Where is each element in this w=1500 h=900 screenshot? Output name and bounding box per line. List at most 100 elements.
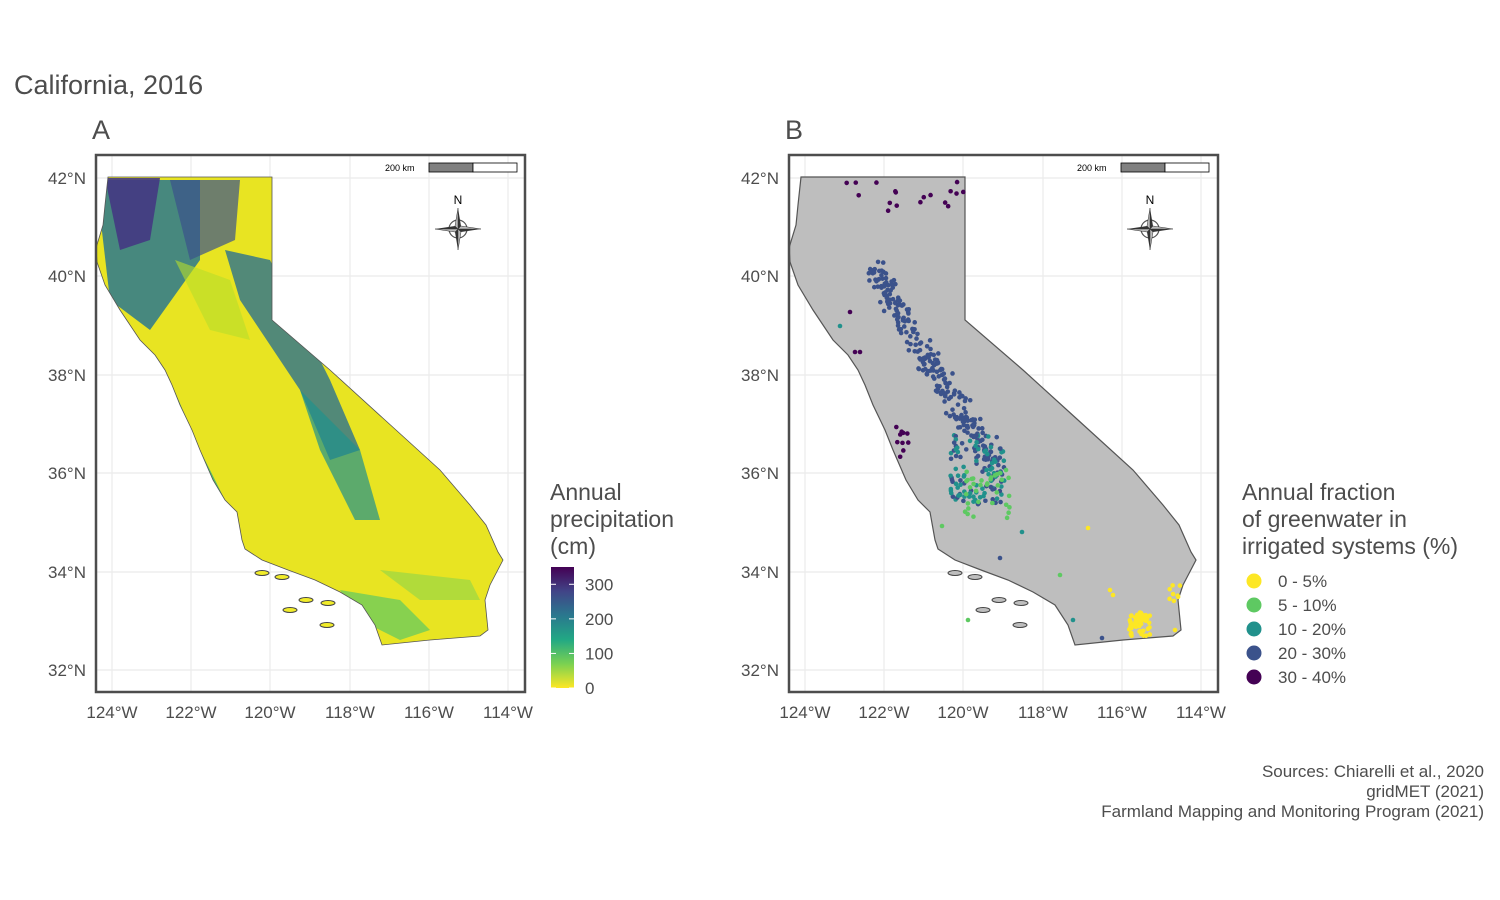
farm-point <box>1099 635 1105 641</box>
farm-point <box>1171 598 1177 604</box>
farm-point <box>999 484 1004 489</box>
farm-point <box>904 329 909 335</box>
farm-point <box>950 371 955 376</box>
farm-point <box>999 449 1004 455</box>
panel-b-border <box>787 153 1220 694</box>
farm-point <box>967 485 973 490</box>
lat-tick-label: 36°N <box>48 464 86 483</box>
farm-point <box>957 390 962 395</box>
lon-tick-label: 114°W <box>483 703 533 722</box>
farm-point <box>998 446 1003 451</box>
farm-point <box>959 441 965 446</box>
farm-point <box>980 430 985 436</box>
farm-point <box>955 485 960 490</box>
farm-point <box>886 282 891 288</box>
california-outline <box>788 176 1197 646</box>
lat-tick-label: 36°N <box>741 464 779 483</box>
caption-line: gridMET (2021) <box>1366 782 1484 801</box>
channel-island <box>254 570 270 576</box>
farm-point <box>1172 627 1178 633</box>
farm-point <box>1006 510 1011 516</box>
farm-point <box>983 448 989 453</box>
lat-tick-label: 42°N <box>48 169 86 188</box>
farm-point <box>990 487 995 492</box>
farm-point <box>1167 586 1173 592</box>
farm-point <box>945 203 951 209</box>
farm-point <box>928 351 934 357</box>
farm-point <box>887 200 893 206</box>
farm-point <box>959 412 964 418</box>
farm-point <box>924 371 930 377</box>
farm-point <box>963 396 968 401</box>
farm-point <box>974 458 979 464</box>
farm-point <box>915 331 920 337</box>
farm-point <box>878 299 883 305</box>
farm-point <box>1070 617 1076 623</box>
farm-point <box>945 389 951 394</box>
farm-point <box>906 311 911 316</box>
farm-point <box>934 357 940 363</box>
channel-island <box>298 597 314 603</box>
farm-point <box>923 366 928 372</box>
farm-point <box>950 407 955 412</box>
farm-point <box>916 366 921 371</box>
farm-point <box>980 486 985 491</box>
channel-island <box>319 622 335 628</box>
farm-point <box>875 259 881 265</box>
lat-tick-label: 32°N <box>48 661 86 680</box>
farm-point <box>964 424 970 430</box>
farm-point <box>967 438 973 444</box>
svg-text:N: N <box>1146 193 1155 207</box>
farm-point <box>961 405 967 411</box>
farm-point <box>966 494 972 499</box>
farm-point <box>997 555 1003 561</box>
farm-point <box>989 460 995 466</box>
farm-point <box>984 467 989 473</box>
california-precipitation-raster <box>95 176 504 646</box>
farm-point <box>976 499 981 505</box>
farm-point <box>1175 593 1181 598</box>
farm-point <box>998 499 1003 505</box>
farm-point <box>1134 622 1139 628</box>
panel-a-legend-title: Annual precipitation (cm) <box>550 479 675 559</box>
farm-point <box>901 324 907 329</box>
farm-point <box>953 466 959 472</box>
farm-point <box>928 346 933 352</box>
panel-a-scale-bar: 200 km <box>385 162 518 173</box>
farm-point <box>954 191 959 196</box>
lon-tick-label: 124°W <box>779 703 830 722</box>
farm-point <box>915 349 921 354</box>
farm-point <box>954 445 960 450</box>
farm-point <box>927 358 933 364</box>
farm-point <box>974 439 979 445</box>
farm-point <box>1132 615 1138 620</box>
channel-island <box>274 574 290 580</box>
farm-point <box>995 483 1001 488</box>
farm-point <box>943 380 948 386</box>
farm-point <box>991 457 997 462</box>
farm-point <box>960 419 966 424</box>
farm-point <box>960 189 966 195</box>
farm-point <box>879 285 884 290</box>
farm-point <box>837 323 843 329</box>
farm-point <box>1129 624 1135 629</box>
panel-a-border <box>94 153 527 694</box>
farm-point <box>874 278 879 284</box>
farm-point <box>881 308 887 314</box>
farm-point <box>918 199 923 205</box>
farm-point <box>1177 583 1183 588</box>
legend-key-dot <box>1246 621 1262 637</box>
farm-point <box>895 323 901 328</box>
farm-point <box>979 426 985 431</box>
lon-tick-label: 116°W <box>404 703 454 722</box>
lat-tick-label: 38°N <box>48 366 86 385</box>
farm-point <box>943 410 949 416</box>
farm-point <box>961 498 966 504</box>
channel-island <box>967 574 983 580</box>
farm-point <box>963 410 968 415</box>
farm-point <box>1004 515 1010 521</box>
lon-tick-label: 116°W <box>1097 703 1147 722</box>
colorbar-tick-label: 200 <box>585 610 613 629</box>
farm-point <box>963 491 969 497</box>
